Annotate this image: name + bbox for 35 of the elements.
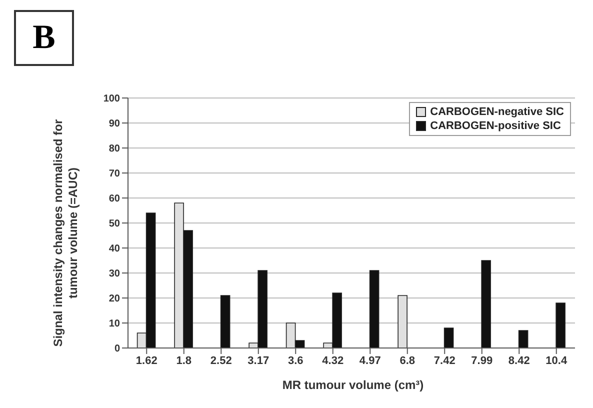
x-tick-label: 3.17 bbox=[248, 354, 270, 367]
x-tick-label: 4.97 bbox=[359, 354, 381, 367]
legend-label: CARBOGEN-negative SIC bbox=[430, 105, 564, 119]
x-tick-label: 7.99 bbox=[471, 354, 493, 367]
y-tick-label: 90 bbox=[108, 118, 120, 130]
y-tick-label: 100 bbox=[103, 94, 120, 105]
bar bbox=[444, 328, 454, 348]
y-tick-label: 30 bbox=[108, 268, 120, 280]
y-axis-title: Signal intensity changes normalised for tumour volume (=AUC) bbox=[51, 118, 81, 348]
x-tick-label: 1.62 bbox=[136, 354, 158, 367]
legend-label: CARBOGEN-positive SIC bbox=[430, 119, 561, 133]
bar bbox=[518, 330, 528, 348]
x-axis-title: MR tumour volume (cm³) bbox=[281, 378, 425, 392]
x-tick-label: 1.8 bbox=[176, 354, 192, 367]
x-tick-label: 4.32 bbox=[322, 354, 344, 367]
x-tick-label: 7.42 bbox=[434, 354, 456, 367]
x-tick-label: 3.6 bbox=[288, 354, 304, 367]
bar bbox=[369, 270, 380, 348]
bar bbox=[398, 295, 408, 348]
x-tick-label: 8.42 bbox=[508, 354, 530, 367]
y-tick-label: 80 bbox=[108, 144, 120, 155]
y-tick-label: 10 bbox=[108, 318, 120, 330]
bar bbox=[556, 302, 566, 348]
y-tick-label: 70 bbox=[108, 168, 120, 180]
text: B bbox=[14, 10, 74, 66]
y-tick-label: 60 bbox=[108, 194, 120, 205]
x-tick-label: 2.52 bbox=[210, 354, 232, 367]
bar bbox=[481, 260, 491, 348]
y-tick-label: 40 bbox=[108, 244, 120, 255]
x-tick-label: 6.8 bbox=[400, 354, 416, 367]
y-tick-label: 50 bbox=[108, 218, 120, 230]
x-tick-label: 10.4 bbox=[546, 354, 568, 367]
y-tick-label: 0 bbox=[114, 344, 120, 355]
y-tick-label: 20 bbox=[108, 294, 120, 305]
bar bbox=[220, 295, 230, 348]
